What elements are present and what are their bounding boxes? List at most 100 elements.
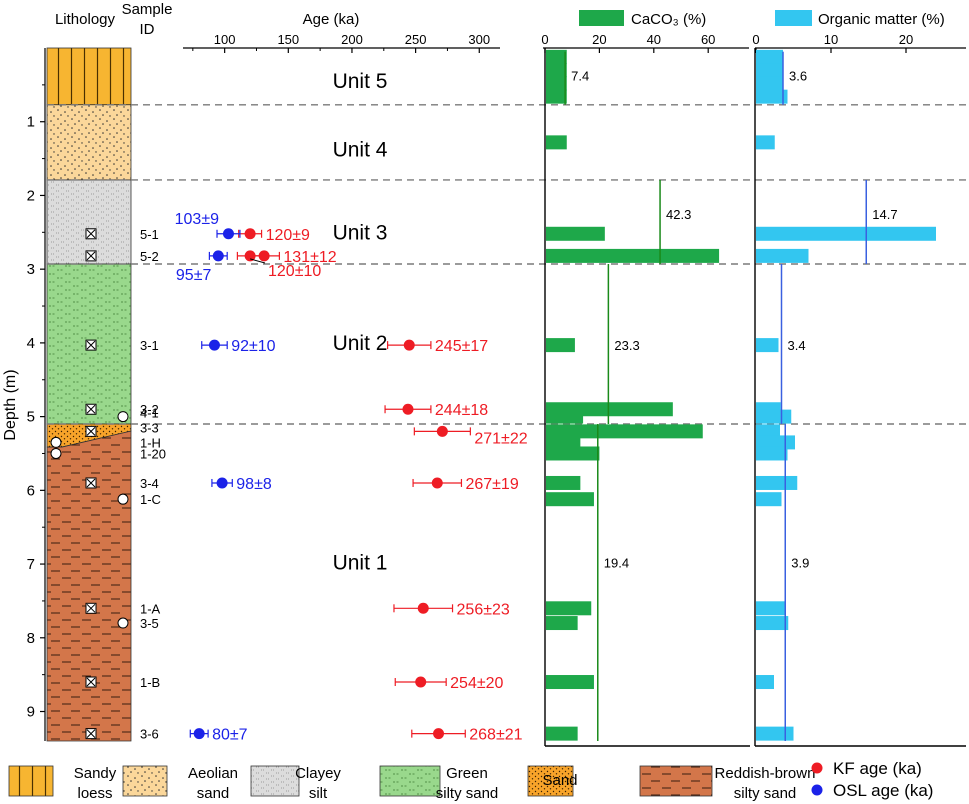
sample-id: 1-C	[140, 492, 161, 507]
kf-legend-marker	[811, 762, 823, 774]
kf-age-label: 244±18	[435, 402, 488, 419]
legend-swatch-reddish_brown	[639, 765, 713, 797]
organic-tick-label: 20	[899, 32, 913, 47]
kf-age-label: 271±22	[474, 430, 527, 447]
osl-legend-marker	[811, 784, 823, 796]
caco3-tick-label: 20	[592, 32, 606, 47]
age-tick-label: 300	[468, 32, 490, 47]
bottom-legend: Sandy loess Aeolian sand Clayey silt Green silt…	[8, 759, 933, 802]
sample-marker-cross-lines	[86, 677, 96, 687]
sample-id: 3-6	[140, 727, 159, 742]
organic-legend-label: Organic matter (%)	[818, 11, 945, 28]
lithology-layer-aeolian_sand	[46, 104, 132, 181]
sample-marker-cross-lines	[86, 478, 96, 488]
sample-id: 3-4	[140, 476, 159, 491]
sample-marker-cross-lines	[86, 404, 96, 414]
sample-header-line1: Sample	[122, 1, 173, 18]
depth-tick-label: 9	[27, 704, 35, 721]
age-tick-label: 100	[214, 32, 236, 47]
caco3-legend-label: CaCO₃ (%)	[631, 11, 706, 28]
legend-label-aeolian_sand-line2: sand	[197, 785, 230, 802]
osl-age-point	[208, 339, 220, 351]
organic-bar	[756, 49, 783, 64]
osl-age-point	[216, 477, 228, 489]
osl-age-point	[222, 228, 234, 240]
organic-mean-label: 14.7	[872, 207, 897, 222]
legend-label-sandy_loess: Sandy	[74, 765, 117, 782]
age-tick-label: 150	[277, 32, 299, 47]
sample-id: 3-3	[140, 420, 159, 435]
caco3-legend-swatch	[579, 10, 624, 26]
organic-bar	[756, 89, 788, 104]
organic-bar	[756, 446, 788, 461]
caco3-bar	[546, 616, 578, 631]
depth-tick-label: 2	[27, 187, 35, 204]
osl-age-label: 80±7	[212, 727, 248, 744]
organic-mean-label: 3.9	[791, 556, 809, 571]
lithology-header: Lithology	[55, 11, 116, 28]
organic-bar	[756, 409, 792, 424]
sample-marker-cross-lines	[86, 427, 96, 436]
organic-bar	[756, 726, 794, 741]
kf-age-point	[403, 339, 415, 351]
legend-label-sand: Sand	[542, 772, 577, 789]
depth-tick-label: 7	[27, 556, 35, 573]
lithology-column	[46, 47, 132, 742]
caco3-panel: 0 20 40 60 7.4 42.3 23.3 19.4	[541, 32, 750, 747]
sample-id: 1-A	[140, 601, 161, 616]
age-axis: 100 150 200 250 300	[183, 32, 500, 53]
caco3-bar	[546, 675, 594, 690]
kf-age-label: 245±17	[435, 338, 488, 355]
kf-age-label: 256±23	[457, 601, 510, 618]
caco3-mean-label: 7.4	[571, 68, 589, 83]
depth-tick-label: 8	[27, 630, 35, 647]
caco3-tick-label: 40	[647, 32, 661, 47]
caco3-bar	[546, 601, 592, 616]
legend-swatch-green_silty_sand	[379, 765, 441, 797]
caco3-bar	[546, 435, 581, 450]
sample-marker-circle	[117, 411, 129, 423]
kf-label-leader	[249, 258, 266, 264]
sample-id: 1-H	[140, 435, 161, 450]
legend-label-clayey_silt: Clayey	[295, 765, 341, 782]
caco3-bar	[546, 338, 575, 353]
caco3-bar	[546, 248, 720, 263]
unit-label: Unit 4	[333, 139, 388, 162]
kf-age-label: 254±20	[450, 675, 503, 692]
osl-age-label: 98±8	[236, 476, 272, 493]
sample-marker-cross-lines	[86, 251, 96, 261]
lithology-layer-sandy_loess	[46, 47, 132, 106]
sample-id: 1-B	[140, 675, 160, 690]
kf-age-point	[402, 403, 414, 415]
legend-label-aeolian_sand: Aeolian	[188, 765, 238, 782]
sample-marker-circle	[117, 493, 129, 505]
kf-age-point	[244, 250, 256, 262]
organic-bar	[756, 338, 779, 353]
sample-marker-circle	[117, 617, 129, 629]
organic-legend-swatch	[775, 10, 812, 26]
depth-tick-label: 3	[27, 261, 35, 278]
kf-age-point	[244, 228, 256, 240]
unit-boundaries: Unit 5 Unit 4 Unit 3 Unit 2 Unit 1	[47, 70, 966, 575]
organic-bar	[756, 76, 783, 91]
sample-id: 3-1	[140, 338, 159, 353]
depth-tick-label: 1	[27, 114, 35, 131]
sample-header-line2: ID	[140, 21, 155, 38]
caco3-bar	[546, 226, 605, 241]
sample-id: 5-2	[140, 249, 159, 264]
legend-label-reddish_brown-line2: silty sand	[734, 785, 797, 802]
osl-age-point	[212, 250, 224, 262]
sample-marker-circle	[50, 436, 62, 448]
sample-marker-circle	[50, 447, 62, 459]
caco3-bar	[546, 424, 703, 439]
legend-swatch-sandy_loess	[8, 765, 54, 797]
sample-markers: 5-1 5-2 3-1 3-24-13-31-H1-20 3-41-C 1-A3-5 1-B…	[50, 227, 166, 742]
sample-marker-cross-lines	[86, 340, 96, 350]
legend-label-reddish_brown: Reddish-brown	[715, 765, 816, 782]
kf-age-point	[415, 676, 427, 688]
caco3-mean-label: 23.3	[614, 338, 639, 353]
depth-axis: 1 2 3 4 5 6 7 8 9	[27, 48, 46, 741]
caco3-bar	[546, 726, 578, 741]
organic-mean-label: 3.4	[788, 338, 806, 353]
